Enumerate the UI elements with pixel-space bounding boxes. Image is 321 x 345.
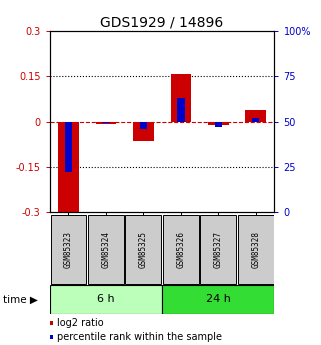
Bar xyxy=(170,74,191,122)
Bar xyxy=(58,122,79,214)
Bar xyxy=(102,122,110,124)
Bar xyxy=(177,98,185,122)
Text: GSM85327: GSM85327 xyxy=(214,231,223,268)
Title: GDS1929 / 14896: GDS1929 / 14896 xyxy=(100,16,224,30)
Bar xyxy=(163,215,199,284)
Text: 24 h: 24 h xyxy=(206,294,231,304)
Bar xyxy=(133,122,154,141)
Bar xyxy=(208,122,229,125)
Bar xyxy=(50,215,86,284)
Bar xyxy=(238,215,274,284)
Text: 6 h: 6 h xyxy=(97,294,115,304)
Bar xyxy=(126,215,161,284)
Text: time ▶: time ▶ xyxy=(3,294,38,304)
Bar xyxy=(246,110,266,122)
Text: log2 ratio: log2 ratio xyxy=(56,318,103,328)
Text: GSM85325: GSM85325 xyxy=(139,231,148,268)
Bar xyxy=(96,122,116,124)
Bar xyxy=(88,215,124,284)
Bar xyxy=(214,122,222,127)
Text: GSM85328: GSM85328 xyxy=(251,231,260,268)
Text: GSM85323: GSM85323 xyxy=(64,231,73,268)
Text: GSM85326: GSM85326 xyxy=(176,231,185,268)
Bar xyxy=(140,122,147,129)
Text: percentile rank within the sample: percentile rank within the sample xyxy=(56,332,221,342)
Bar xyxy=(200,215,236,284)
Bar xyxy=(162,285,274,314)
Bar xyxy=(50,285,162,314)
Bar xyxy=(252,118,259,122)
Text: GSM85324: GSM85324 xyxy=(101,231,110,268)
Bar xyxy=(65,122,72,172)
